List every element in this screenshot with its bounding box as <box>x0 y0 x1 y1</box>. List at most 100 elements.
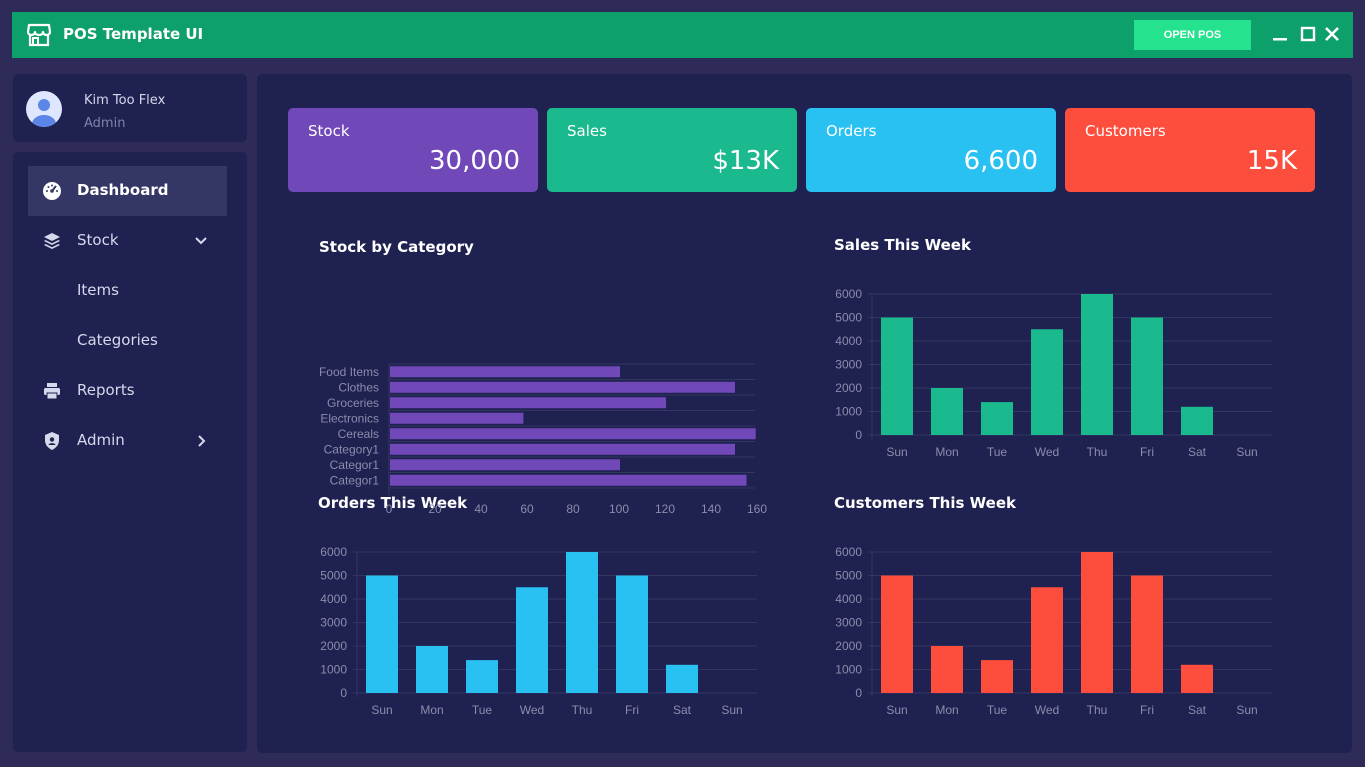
sidebar-item-dashboard[interactable]: Dashboard <box>28 166 227 216</box>
customers-week-chart: 0 1000 2000 3000 4000 5000 6000 Sun Mon Tue Wed Thu… <box>835 545 1272 717</box>
card-label: Stock <box>308 122 350 140</box>
speedometer-icon <box>43 182 61 200</box>
card-value: $13K <box>712 146 779 176</box>
x-tick-label: Tue <box>987 445 1008 459</box>
x-tick-label: Thu <box>1087 703 1108 717</box>
x-tick-label: Mon <box>935 445 958 459</box>
y-tick-label: 1000 <box>835 663 862 677</box>
stock-chart-title: Stock by Category <box>319 238 474 256</box>
bar <box>390 428 756 440</box>
x-tick-label: Wed <box>1035 445 1059 459</box>
y-tick-label: 4000 <box>835 334 862 348</box>
x-tick-label: Sat <box>1188 445 1207 459</box>
open-pos-button[interactable]: OPEN POS <box>1134 20 1251 50</box>
x-tick-label: Thu <box>572 703 593 717</box>
x-tick-label: Sat <box>1188 703 1207 717</box>
x-tick-label: Fri <box>1140 445 1154 459</box>
category-tick-label: Categor1 <box>330 473 380 487</box>
sidebar-item-reports[interactable]: Reports <box>28 366 227 416</box>
close-icon[interactable] <box>1322 24 1342 44</box>
dashboard-main: Stock 30,000 Sales $13K Orders 6,600 Cus… <box>257 74 1352 753</box>
user-name: Kim Too Flex <box>84 93 166 108</box>
x-tick-label: 60 <box>520 502 534 516</box>
x-tick-label: Sat <box>673 703 692 717</box>
card-value: 30,000 <box>429 146 520 176</box>
sidebar-item-label: Categories <box>77 331 158 349</box>
bar <box>566 552 598 693</box>
customers-chart-title: Customers This Week <box>834 494 1016 512</box>
category-tick-label: Electronics <box>320 411 379 425</box>
sidebar-item-label: Stock <box>77 231 119 249</box>
user-avatar-icon <box>32 99 56 127</box>
card-value: 15K <box>1246 146 1297 176</box>
category-tick-label: Groceries <box>327 396 379 410</box>
sidebar-item-categories[interactable]: Categories <box>28 316 227 366</box>
y-tick-label: 3000 <box>835 358 862 372</box>
x-tick-label: 80 <box>566 502 580 516</box>
x-tick-label: 140 <box>701 502 721 516</box>
app-title: POS Template UI <box>63 25 204 43</box>
bar <box>1031 587 1063 693</box>
x-tick-label: Sun <box>1236 445 1257 459</box>
bar <box>416 646 448 693</box>
y-tick-label: 5000 <box>835 311 862 325</box>
y-tick-label: 2000 <box>835 381 862 395</box>
card-value: 6,600 <box>963 146 1038 176</box>
y-tick-label: 1000 <box>320 663 347 677</box>
bar <box>881 317 913 435</box>
sales-card[interactable]: Sales $13K <box>547 108 797 192</box>
bar <box>366 575 398 693</box>
bar <box>1081 552 1113 693</box>
x-tick-label: 40 <box>474 502 488 516</box>
bar <box>666 664 698 693</box>
y-tick-label: 6000 <box>835 545 862 559</box>
orders-week-chart: 0 1000 2000 3000 4000 5000 6000 Sun Mon Tue Wed Thu… <box>320 545 757 717</box>
y-tick-label: 2000 <box>320 639 347 653</box>
orders-card[interactable]: Orders 6,600 <box>806 108 1056 192</box>
x-tick-label: Sun <box>371 703 392 717</box>
card-label: Orders <box>826 122 877 140</box>
sales-chart-title: Sales This Week <box>834 236 971 254</box>
category-tick-label: Category1 <box>324 442 380 456</box>
bar <box>1181 664 1213 693</box>
avatar[interactable] <box>26 91 62 127</box>
y-tick-label: 5000 <box>835 569 862 583</box>
chevron-down-icon <box>195 237 207 245</box>
x-tick-label: Wed <box>1035 703 1059 717</box>
maximize-icon[interactable] <box>1298 24 1318 44</box>
category-tick-label: Cereals <box>338 427 379 441</box>
bar <box>931 388 963 435</box>
sidebar: Dashboard Stock Items Categories Reports… <box>13 152 247 752</box>
x-tick-label: 120 <box>655 502 675 516</box>
x-tick-label: Thu <box>1087 445 1108 459</box>
x-tick-label: Sun <box>886 703 907 717</box>
sidebar-item-stock[interactable]: Stock <box>28 216 227 266</box>
bar <box>390 443 735 455</box>
customers-card[interactable]: Customers 15K <box>1065 108 1315 192</box>
x-tick-label: 100 <box>609 502 629 516</box>
bar <box>390 366 620 378</box>
y-tick-label: 1000 <box>835 405 862 419</box>
sidebar-item-admin[interactable]: Admin <box>28 416 227 466</box>
y-tick-label: 6000 <box>320 545 347 559</box>
y-tick-label: 3000 <box>320 616 347 630</box>
user-role: Admin <box>84 116 126 131</box>
shield-icon <box>45 432 59 450</box>
chevron-right-icon <box>198 435 206 447</box>
user-profile: Kim Too Flex Admin <box>13 74 247 142</box>
x-tick-label: Fri <box>625 703 639 717</box>
bar <box>616 575 648 693</box>
stock-card[interactable]: Stock 30,000 <box>288 108 538 192</box>
printer-icon <box>44 383 60 400</box>
y-tick-label: 4000 <box>320 592 347 606</box>
bar <box>1081 294 1113 435</box>
sidebar-item-items[interactable]: Items <box>28 266 227 316</box>
x-tick-label: Mon <box>420 703 443 717</box>
bar <box>881 575 913 693</box>
minimize-icon[interactable] <box>1270 24 1290 44</box>
x-tick-label: Sun <box>721 703 742 717</box>
bar <box>390 459 620 471</box>
bar <box>1181 406 1213 435</box>
bar <box>390 381 735 393</box>
